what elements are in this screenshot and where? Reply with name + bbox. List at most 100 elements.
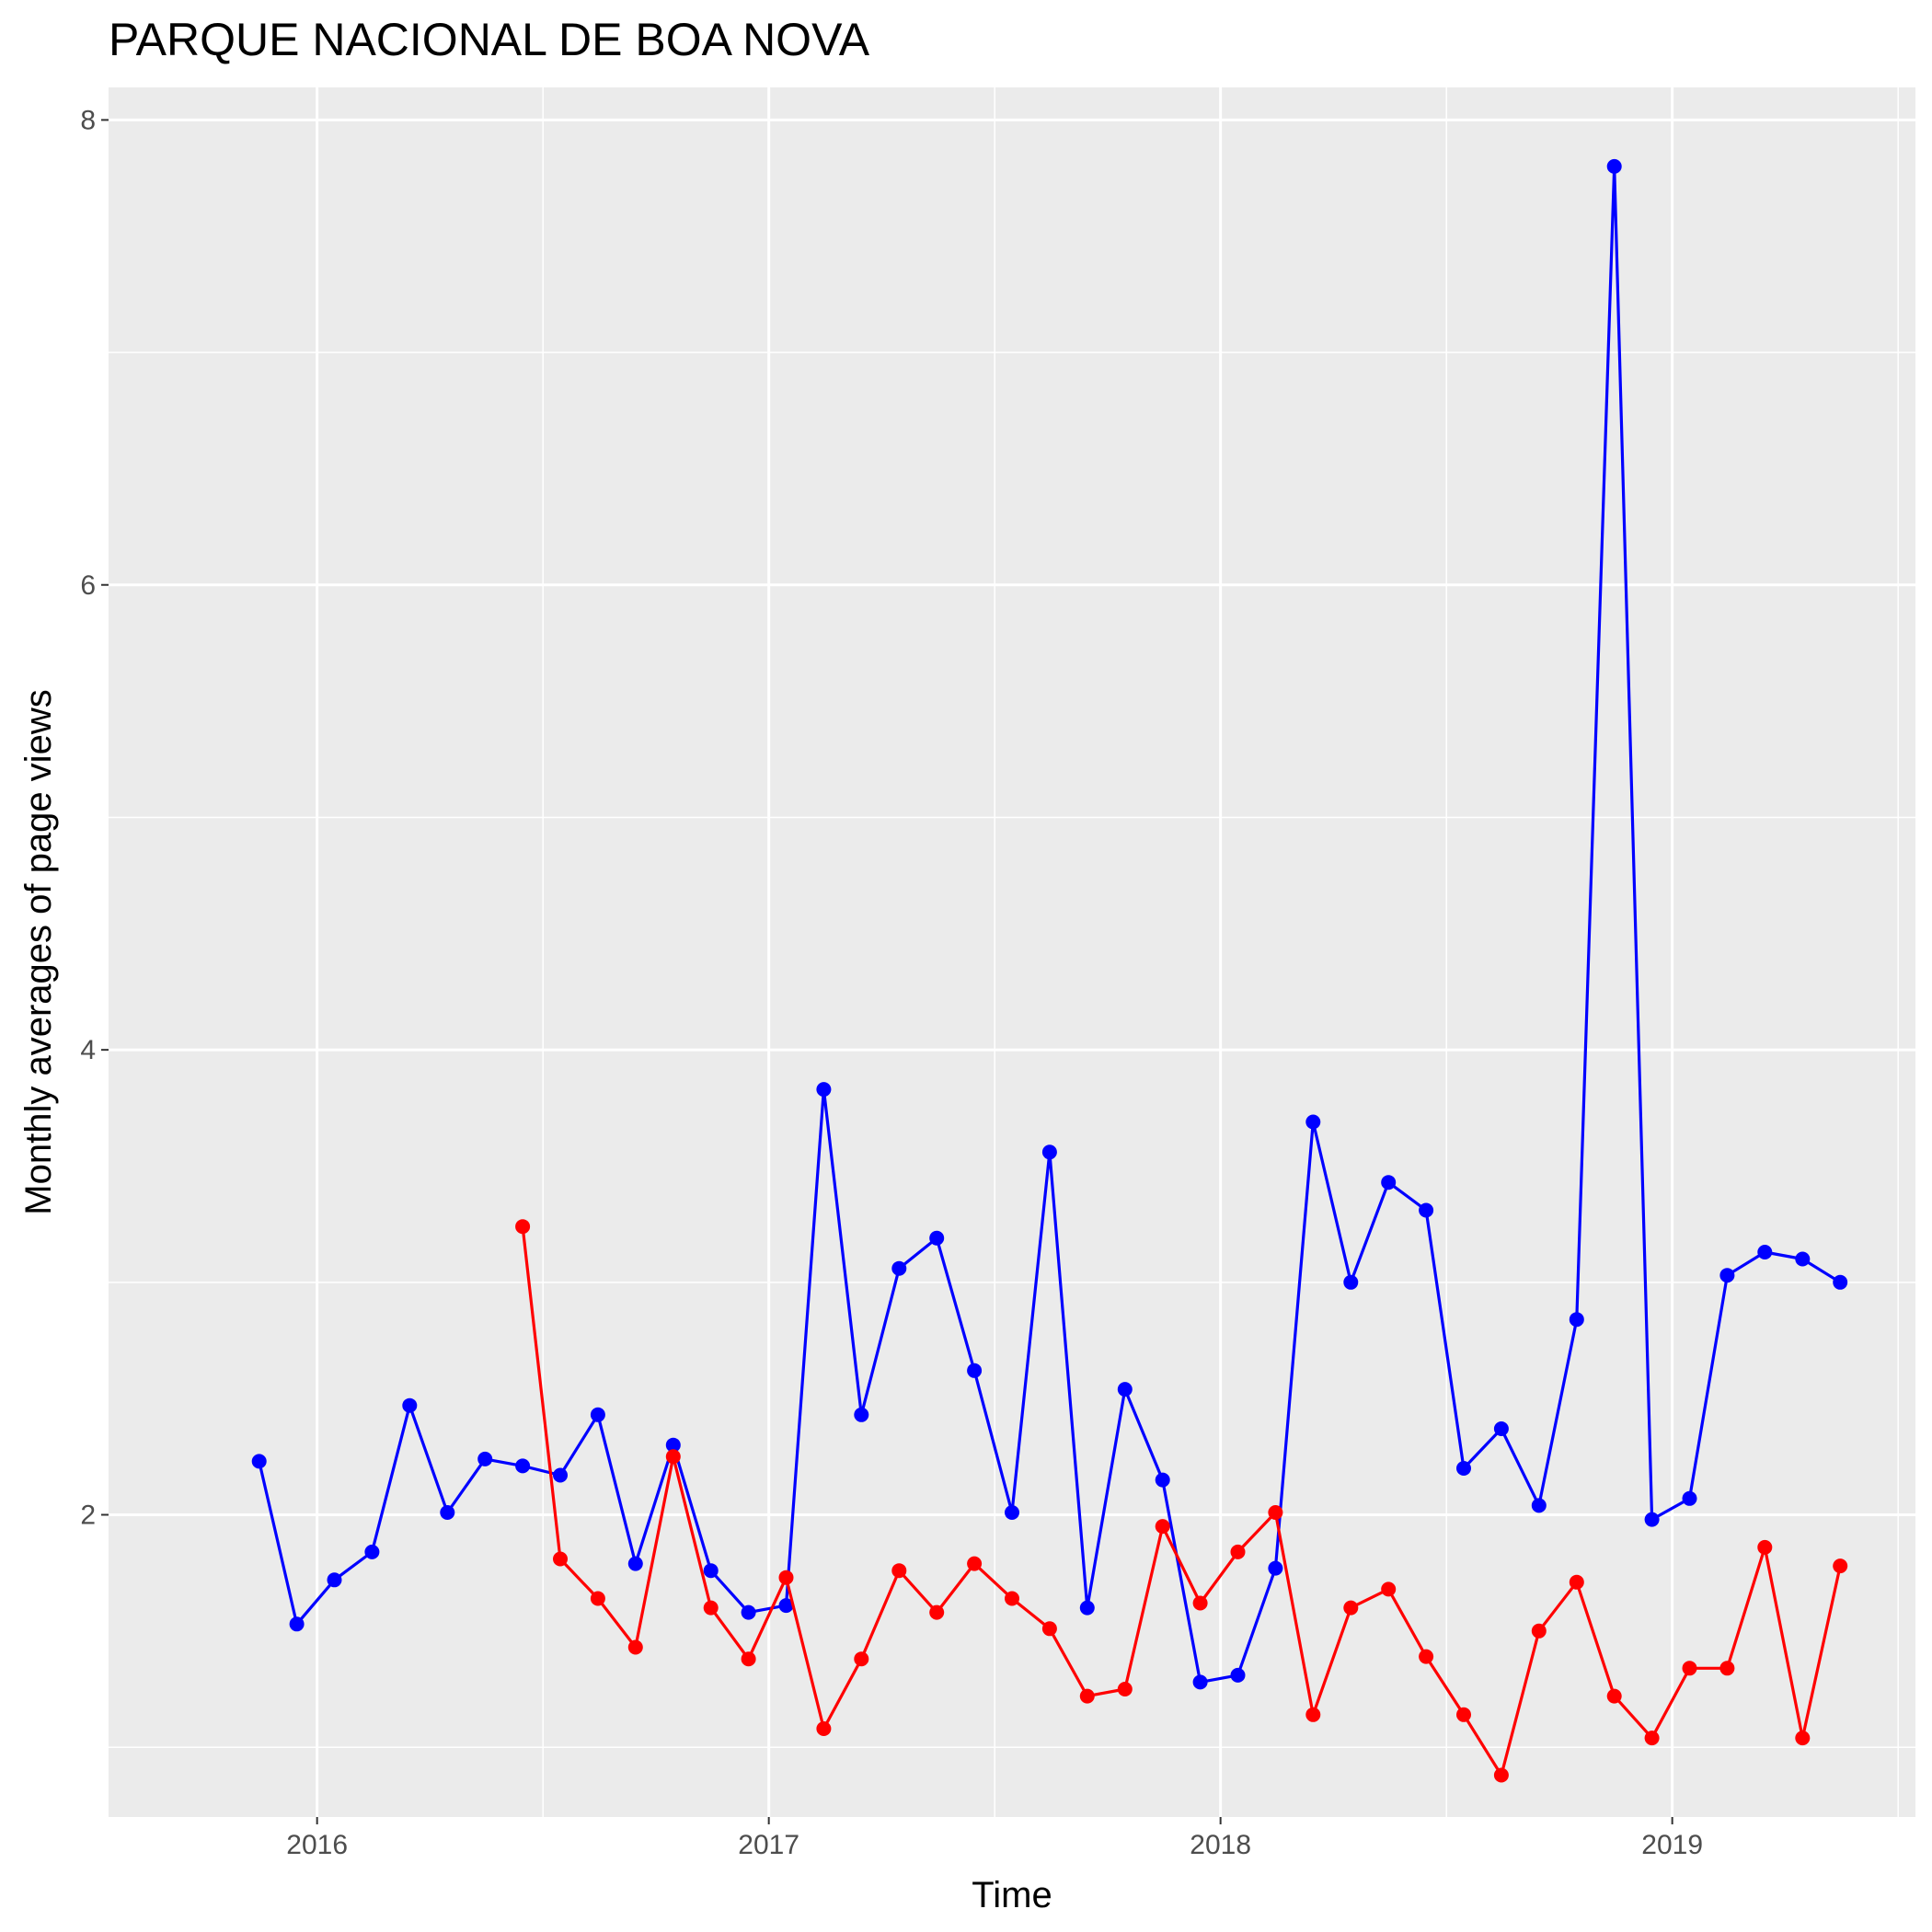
data-point	[816, 1721, 832, 1736]
data-point	[515, 1219, 531, 1235]
data-point	[1493, 1421, 1509, 1436]
data-point	[1757, 1539, 1773, 1555]
data-point	[515, 1458, 531, 1474]
data-point	[1682, 1490, 1697, 1506]
data-point	[1644, 1731, 1660, 1746]
x-tick-label: 2017	[738, 1830, 799, 1860]
data-point	[967, 1556, 983, 1571]
data-point	[1569, 1574, 1584, 1590]
y-axis-title: Monthly averages of page views	[18, 689, 59, 1214]
x-axis-tick-labels: 2016 2017 2018 2019	[286, 1830, 1703, 1860]
data-point	[1079, 1688, 1095, 1704]
data-point	[1569, 1312, 1584, 1328]
plot-panel	[109, 87, 1915, 1817]
data-point	[1531, 1623, 1547, 1639]
minor-gridlines	[109, 87, 1915, 1817]
series-1	[251, 158, 1848, 1690]
data-point	[1419, 1649, 1434, 1664]
data-point	[1117, 1382, 1133, 1397]
chart-title: PARQUE NACIONAL DE BOA NOVA	[109, 14, 870, 65]
data-point	[590, 1407, 605, 1422]
data-point	[1155, 1472, 1170, 1488]
data-point	[1381, 1175, 1397, 1190]
data-point	[1606, 1688, 1622, 1704]
data-point	[251, 1454, 267, 1469]
series-layer	[251, 158, 1848, 1783]
data-point	[1230, 1667, 1246, 1683]
data-point	[553, 1467, 568, 1483]
data-point	[627, 1639, 643, 1655]
y-tick-label: 8	[80, 105, 96, 135]
data-point	[891, 1260, 907, 1276]
data-point	[402, 1397, 418, 1413]
data-point	[1531, 1498, 1547, 1513]
y-axis-tick-labels: 2 4 6 8	[80, 105, 96, 1530]
series-2	[515, 1219, 1848, 1783]
data-point	[891, 1563, 907, 1579]
data-point	[1268, 1560, 1283, 1576]
data-point	[1305, 1707, 1321, 1722]
data-point	[778, 1598, 794, 1614]
data-point	[1456, 1707, 1471, 1722]
y-tick-label: 4	[80, 1035, 96, 1065]
data-point	[477, 1451, 493, 1466]
data-point	[1381, 1581, 1397, 1597]
data-point	[1644, 1512, 1660, 1527]
data-point	[1682, 1661, 1697, 1676]
x-tick-label: 2016	[286, 1830, 348, 1860]
data-point	[778, 1570, 794, 1585]
y-tick-label: 2	[80, 1501, 96, 1531]
major-gridlines	[109, 87, 1915, 1817]
data-point	[703, 1563, 719, 1579]
data-point	[854, 1651, 869, 1667]
data-point	[1005, 1591, 1019, 1606]
data-point	[440, 1505, 455, 1520]
data-point	[590, 1591, 605, 1606]
data-point	[1230, 1544, 1246, 1559]
data-point	[1343, 1600, 1359, 1616]
data-point	[1079, 1600, 1095, 1616]
x-tick-label: 2019	[1641, 1830, 1703, 1860]
data-point	[553, 1551, 568, 1567]
data-point	[1719, 1268, 1735, 1283]
data-point	[929, 1604, 945, 1620]
y-tick-label: 6	[80, 570, 96, 601]
data-point	[1795, 1251, 1811, 1267]
data-point	[665, 1449, 681, 1465]
data-point	[1719, 1661, 1735, 1676]
data-point	[1757, 1245, 1773, 1259]
data-point	[1795, 1731, 1811, 1746]
series-line	[521, 1226, 1842, 1777]
data-point	[1155, 1519, 1170, 1535]
data-point	[1343, 1274, 1359, 1290]
data-point	[929, 1230, 945, 1246]
axis-ticks	[101, 119, 1673, 1824]
data-point	[1192, 1595, 1208, 1611]
x-axis-title: Time	[972, 1875, 1052, 1915]
data-point	[364, 1544, 380, 1559]
data-point	[1192, 1674, 1208, 1690]
data-point	[967, 1363, 983, 1378]
data-point	[1005, 1505, 1019, 1520]
data-point	[854, 1407, 869, 1422]
data-point	[1041, 1621, 1057, 1637]
data-point	[1305, 1114, 1321, 1130]
data-point	[1456, 1461, 1471, 1476]
data-point	[816, 1082, 832, 1098]
data-point	[1268, 1505, 1283, 1520]
data-point	[665, 1437, 681, 1453]
data-point	[741, 1651, 756, 1667]
data-point	[703, 1600, 719, 1616]
data-point	[1493, 1767, 1509, 1783]
x-tick-label: 2018	[1190, 1830, 1251, 1860]
data-point	[327, 1572, 342, 1588]
data-point	[1833, 1558, 1848, 1574]
data-point	[1833, 1274, 1848, 1290]
data-point	[1117, 1682, 1133, 1696]
data-point	[289, 1616, 305, 1632]
data-point	[1419, 1202, 1434, 1218]
data-point	[1041, 1144, 1057, 1160]
data-point	[627, 1556, 643, 1571]
data-point	[741, 1604, 756, 1620]
